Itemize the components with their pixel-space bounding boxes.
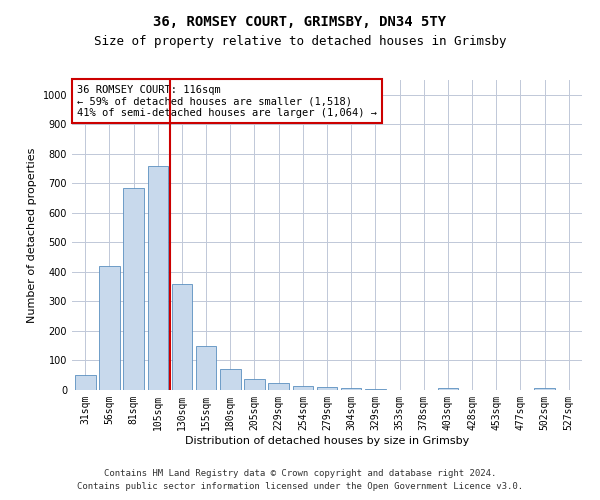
Bar — [244, 379, 265, 390]
Text: Contains public sector information licensed under the Open Government Licence v3: Contains public sector information licen… — [77, 482, 523, 491]
Bar — [220, 370, 241, 390]
Text: Contains HM Land Registry data © Crown copyright and database right 2024.: Contains HM Land Registry data © Crown c… — [104, 468, 496, 477]
Bar — [124, 188, 144, 390]
Bar — [534, 388, 555, 390]
Y-axis label: Number of detached properties: Number of detached properties — [27, 148, 37, 322]
Bar — [99, 266, 120, 390]
Bar — [172, 284, 192, 390]
Bar — [196, 346, 217, 390]
Bar — [341, 388, 361, 390]
X-axis label: Distribution of detached houses by size in Grimsby: Distribution of detached houses by size … — [185, 436, 469, 446]
Text: 36, ROMSEY COURT, GRIMSBY, DN34 5TY: 36, ROMSEY COURT, GRIMSBY, DN34 5TY — [154, 15, 446, 29]
Bar — [268, 382, 289, 390]
Bar — [148, 166, 168, 390]
Bar — [293, 386, 313, 390]
Bar — [437, 388, 458, 390]
Bar — [75, 375, 95, 390]
Bar — [365, 388, 386, 390]
Text: 36 ROMSEY COURT: 116sqm
← 59% of detached houses are smaller (1,518)
41% of semi: 36 ROMSEY COURT: 116sqm ← 59% of detache… — [77, 84, 377, 118]
Bar — [317, 387, 337, 390]
Text: Size of property relative to detached houses in Grimsby: Size of property relative to detached ho… — [94, 35, 506, 48]
